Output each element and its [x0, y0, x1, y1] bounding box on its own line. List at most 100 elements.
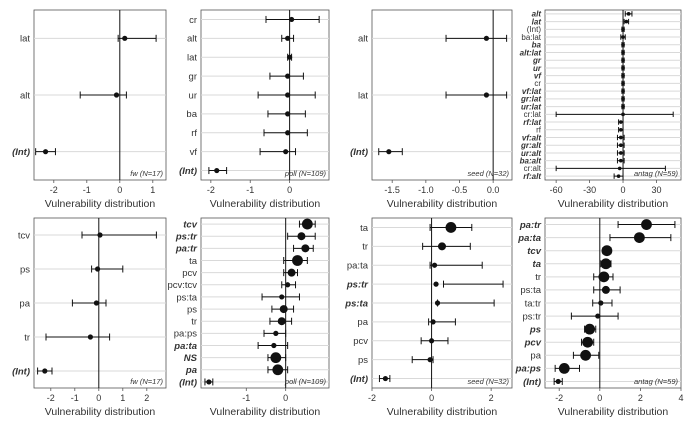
estimate-point — [301, 244, 310, 253]
x-tick-label: 2 — [144, 393, 149, 403]
estimate-point — [288, 16, 295, 23]
estimate-point — [483, 92, 490, 98]
row-label: pa:ta — [347, 261, 369, 272]
row-label: pa:ta — [173, 341, 197, 352]
panel-annotation: poll (N=109) — [284, 169, 327, 178]
row-label: vf — [190, 147, 198, 158]
row-label: rf:alt — [523, 172, 541, 181]
estimate-point — [285, 130, 291, 136]
row-label: pa:ps — [174, 329, 197, 340]
row-label: (Int) — [179, 166, 197, 177]
estimate-point — [621, 66, 625, 70]
estimate-point — [438, 242, 446, 251]
x-tick-label: 0 — [283, 393, 288, 403]
estimate-point — [598, 271, 610, 283]
row-label: alt — [532, 10, 542, 19]
estimate-point — [621, 27, 625, 32]
panel-annotation: seed (N=32) — [468, 377, 510, 386]
row-label: (Int) — [527, 25, 542, 34]
row-label: (Int) — [179, 377, 197, 388]
panel-pol-bottom: tcvps:trpa:trtapcvpcv:tcvps:tapstrpa:psp… — [167, 217, 330, 418]
estimate-point — [301, 218, 313, 230]
row-label: vf:lat — [522, 87, 541, 96]
estimate-point — [113, 92, 120, 98]
row-label: cr:alt — [524, 164, 542, 173]
panel-annotation: seed (N=32) — [468, 169, 510, 178]
estimate-point — [287, 54, 293, 60]
estimate-point — [271, 342, 277, 349]
estimate-point — [433, 281, 439, 287]
estimate-point — [273, 330, 279, 336]
estimate-point — [279, 294, 285, 300]
row-label: pcv — [182, 268, 197, 279]
row-label: NS — [184, 353, 198, 364]
row-label: ur:lat — [521, 102, 541, 111]
row-label: ps:ta — [344, 298, 368, 309]
row-label: cr — [189, 15, 197, 26]
estimate-point — [382, 375, 389, 382]
panel-antag-bottom: pa:tr pa:ta tcv ta tr ps:ta ta:tr ps:tr ps pcv pa p… — [515, 217, 684, 418]
x-axis-label: Vulnerability distribution — [45, 406, 156, 418]
row-label: tr — [191, 317, 197, 328]
panel-annotation: antag (N=59) — [634, 169, 678, 178]
estimate-point — [42, 368, 48, 374]
estimate-point — [626, 12, 631, 16]
estimate-point — [386, 149, 392, 155]
x-axis-label: Vulnerability distribution — [210, 406, 321, 418]
estimate-point — [270, 352, 282, 364]
row-label: pa:ps — [515, 364, 541, 375]
row-label: pa:tr — [175, 244, 198, 255]
estimate-point — [292, 255, 303, 266]
x-tick-label: -2 — [368, 393, 376, 403]
x-axis-label: Vulnerability distribution — [45, 198, 156, 210]
x-tick-label: 0 — [429, 393, 434, 403]
x-tick-label: -2 — [50, 185, 58, 195]
estimate-point — [621, 81, 625, 86]
row-label: cr:lat — [524, 110, 542, 119]
estimate-point — [445, 222, 457, 233]
x-tick-label: 4 — [678, 393, 683, 403]
estimate-point — [287, 268, 296, 277]
panel-annotation: poll (N=109) — [284, 377, 327, 386]
row-label: lat — [187, 53, 197, 64]
estimate-point — [624, 19, 629, 24]
row-label: gr — [532, 56, 542, 65]
row-label: ps:ta — [520, 285, 541, 296]
row-label: gr — [189, 71, 197, 82]
estimate-point — [434, 300, 441, 306]
x-tick-label: -1 — [71, 393, 79, 403]
row-label: lat — [20, 34, 30, 45]
row-label: alt — [187, 34, 197, 45]
x-axis-label: Vulnerability distribution — [558, 406, 669, 418]
estimate-point — [277, 317, 286, 326]
row-label: ps:ta — [176, 292, 197, 303]
estimate-point — [272, 364, 284, 376]
estimate-point — [95, 266, 101, 272]
estimate-point — [621, 104, 625, 109]
row-label: ps — [529, 324, 541, 335]
estimate-point — [621, 89, 625, 93]
estimate-point — [618, 120, 623, 124]
row-label: rf — [191, 128, 197, 139]
x-tick-label: 0 — [287, 185, 292, 195]
row-label: ps — [187, 304, 197, 315]
row-label: tr — [535, 272, 541, 283]
row-label: ba — [186, 109, 197, 120]
estimate-point — [621, 73, 625, 78]
row-label: alt:lat — [520, 48, 542, 57]
estimate-point — [285, 111, 291, 117]
estimate-point — [285, 282, 291, 288]
x-axis-label: Vulnerability distribution — [387, 198, 498, 210]
row-label: ta — [533, 259, 541, 270]
row-label: ps:tr — [175, 232, 198, 243]
x-tick-label: -2 — [555, 393, 563, 403]
row-label: ps — [358, 355, 368, 366]
row-label: vf — [534, 71, 542, 80]
estimate-point — [618, 143, 623, 148]
row-label: pcv — [353, 336, 368, 347]
estimate-point — [42, 149, 49, 155]
estimate-point — [618, 135, 623, 140]
estimate-point — [428, 338, 435, 344]
estimate-point — [283, 149, 289, 155]
estimate-point — [584, 323, 596, 335]
